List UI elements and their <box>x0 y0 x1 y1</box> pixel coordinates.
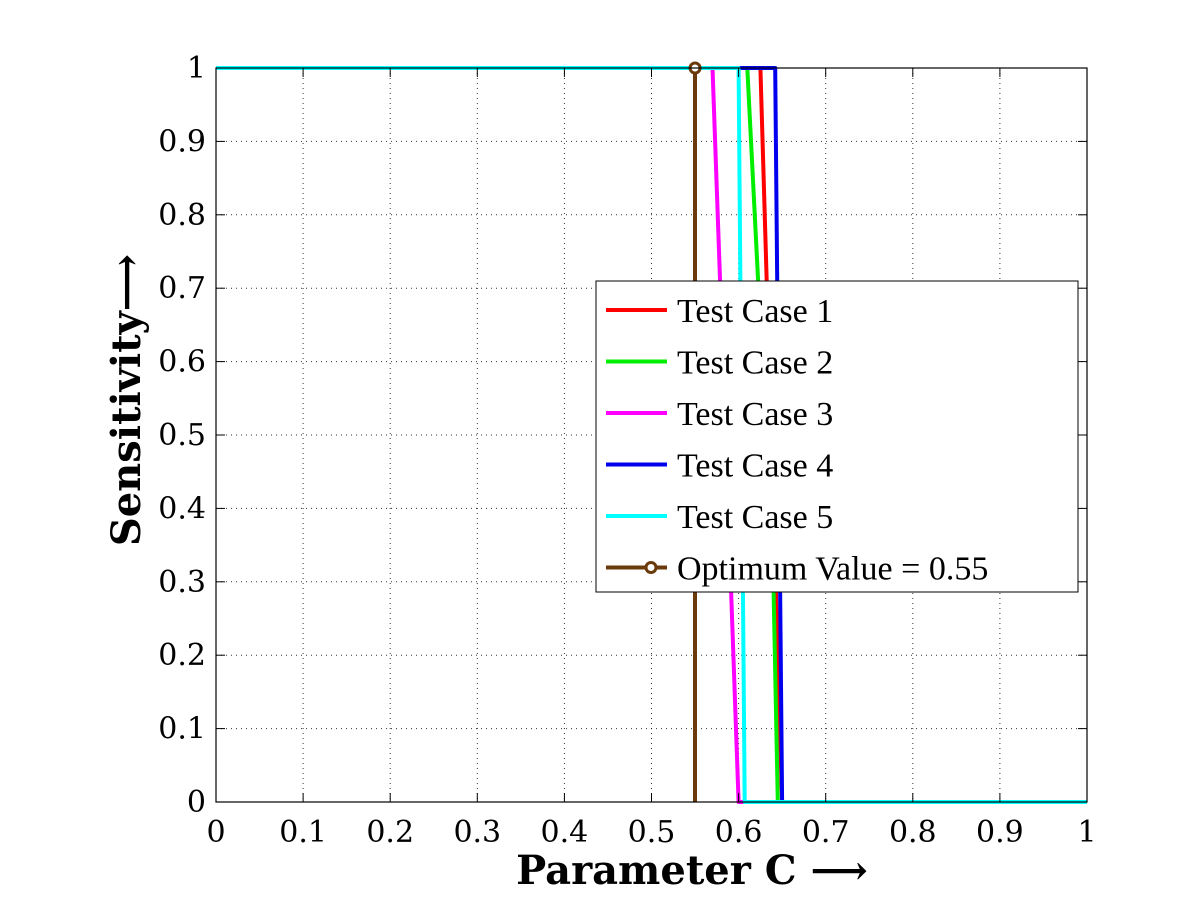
y-tick-label: 0.2 <box>158 638 206 673</box>
y-tick-label: 0.8 <box>158 198 206 233</box>
x-tick-label: 0.3 <box>453 815 501 850</box>
x-tick-labels: 0 0.1 0.2 0.3 0.4 0.5 0.6 0.7 0.8 0.9 1 <box>206 815 1096 850</box>
x-tick-label: 0.2 <box>366 815 414 850</box>
y-tick-label: 0.4 <box>158 491 206 526</box>
x-tick-label: 0.4 <box>541 815 589 850</box>
y-tick-label: 0.9 <box>158 124 206 159</box>
legend: Test Case 1 Test Case 2 Test Case 3 Test Ca… <box>595 280 1079 593</box>
x-tick-label: 0.5 <box>628 815 676 850</box>
y-tick-label: 0.6 <box>158 345 206 380</box>
legend-label-4: Test Case 4 <box>677 448 833 485</box>
y-tick-labels: 0 0.1 0.2 0.3 0.4 0.5 0.6 0.7 0.8 0.9 1 <box>158 51 206 820</box>
legend-label-2: Test Case 2 <box>677 345 833 382</box>
x-tick-label: 0 <box>206 815 225 850</box>
y-tick-label: 0.7 <box>158 271 206 306</box>
legend-label-5: Test Case 5 <box>677 499 833 536</box>
x-tick-label: 0.7 <box>802 815 850 850</box>
ticks <box>215 67 1088 803</box>
y-tick-label: 0.1 <box>158 712 206 747</box>
y-tick-label: 0.3 <box>158 565 206 600</box>
x-tick-label: 0.1 <box>279 815 327 850</box>
legend-label-3: Test Case 3 <box>677 396 833 433</box>
legend-box <box>595 280 1079 593</box>
x-tick-label: 0.9 <box>976 815 1024 850</box>
x-tick-label: 0.6 <box>715 815 763 850</box>
legend-label-1: Test Case 1 <box>677 293 833 330</box>
x-tick-label: 1 <box>1077 815 1096 850</box>
legend-marker <box>644 561 658 574</box>
legend-label-6: Optimum Value = 0.55 <box>677 551 988 588</box>
y-tick-label: 1 <box>187 51 206 86</box>
y-axis-title: Sensitivity⟶ <box>103 254 150 546</box>
y-tick-label: 0 <box>187 785 206 820</box>
y-tick-label: 0.5 <box>158 418 206 453</box>
x-axis-title: Parameter C ⟶ <box>516 847 868 894</box>
x-tick-label: 0.8 <box>889 815 937 850</box>
